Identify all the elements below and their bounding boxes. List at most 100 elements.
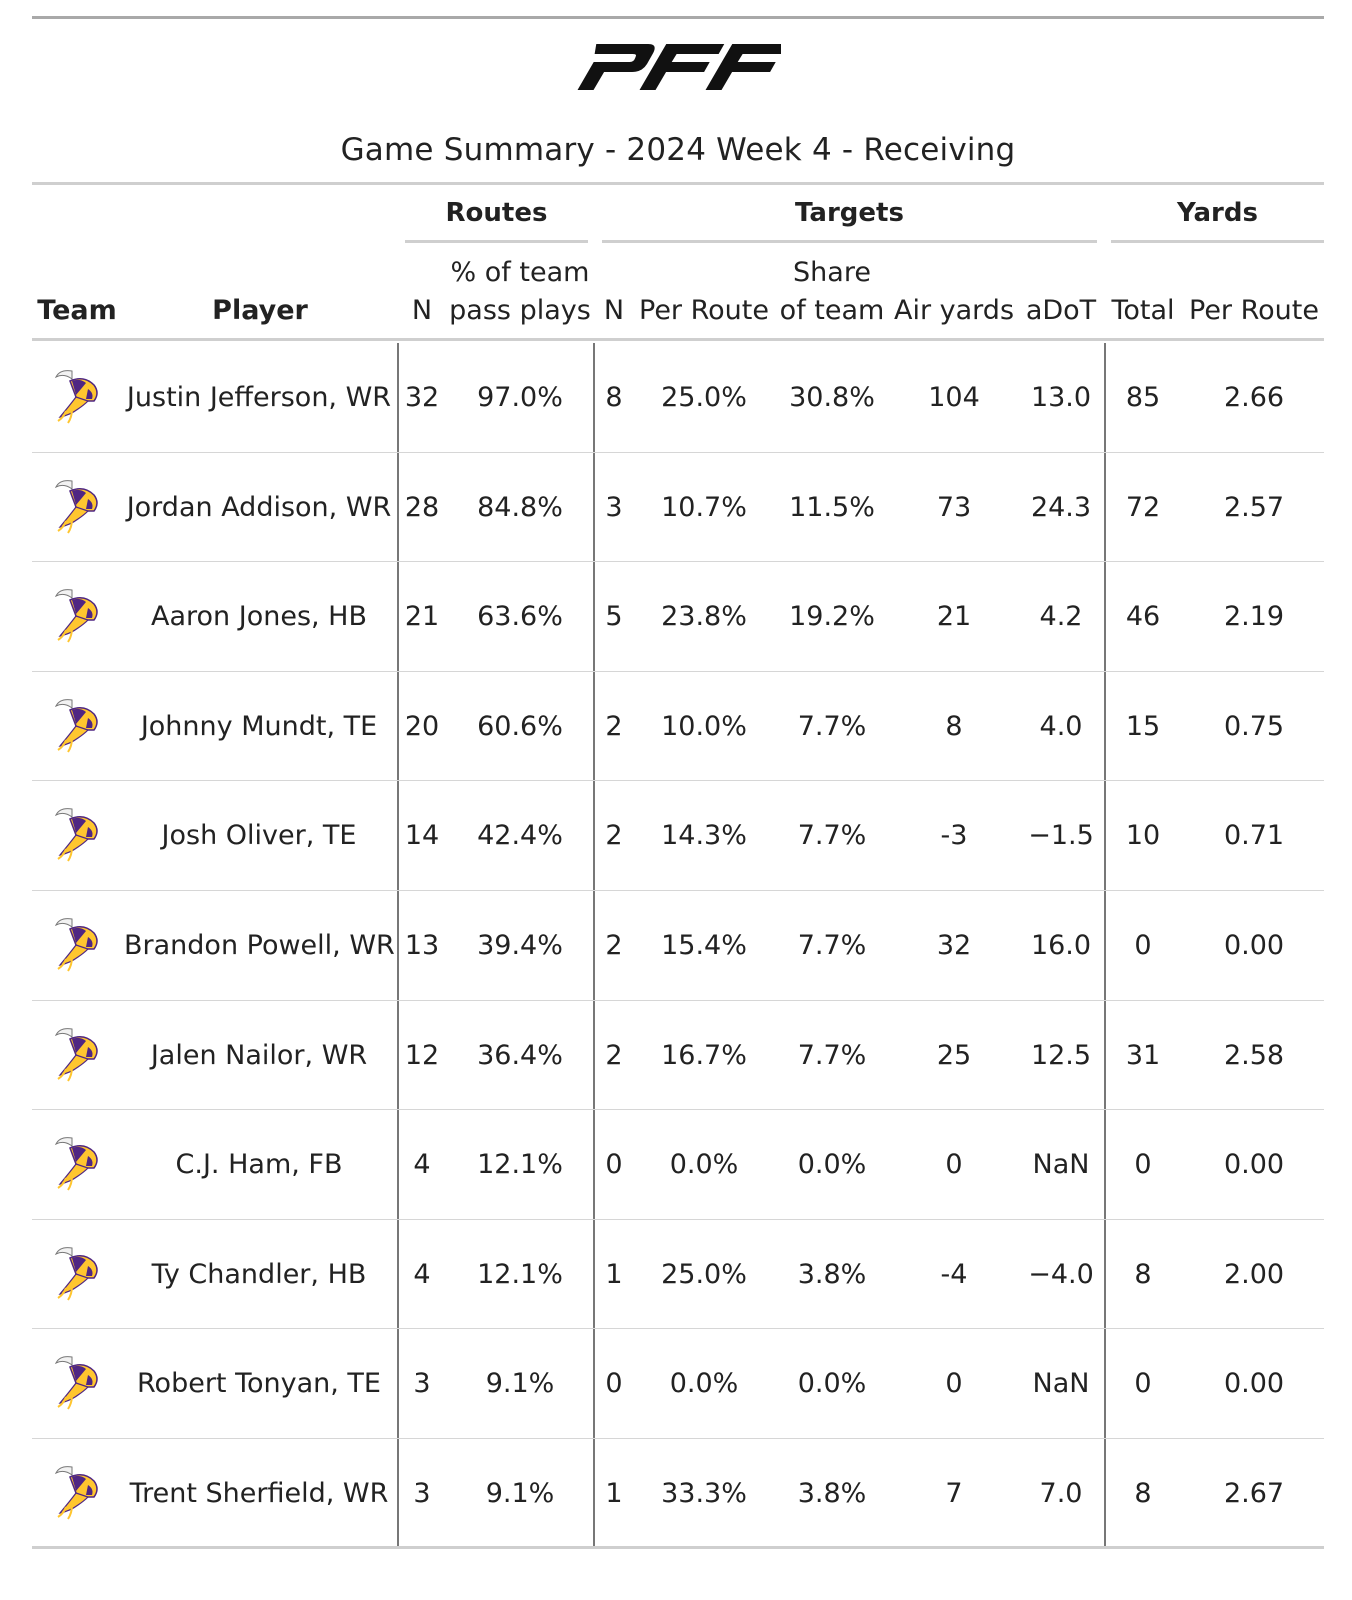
targets-share: 3.8%: [797, 1478, 867, 1509]
routes-n: 12: [404, 1039, 440, 1071]
spanner-targets: Targets: [795, 198, 904, 228]
table-row: Brandon Powell, WR 13 39.4% 2 15.4% 7.7%…: [32, 891, 1324, 1001]
col-header-routes-n: N: [411, 295, 433, 326]
targets-n: 3: [605, 491, 623, 523]
yards-per-route: 0.00: [1223, 1149, 1285, 1181]
air-yards: 7: [945, 1478, 963, 1509]
targets-share: 30.8%: [789, 382, 875, 413]
targets-share: 19.2%: [789, 601, 875, 633]
table-row: Jalen Nailor, WR 12 36.4% 2 16.7% 7.7% 2…: [32, 1001, 1324, 1111]
routes-n: 3: [413, 1368, 431, 1400]
col-header-player: Player: [212, 295, 308, 326]
yards-total: 8: [1134, 1478, 1152, 1509]
yards-total: 85: [1125, 382, 1161, 413]
vikings-helmet-icon: [54, 698, 98, 753]
player-name: Jalen Nailor, WR: [150, 1039, 368, 1071]
routes-n: 21: [404, 601, 440, 633]
targets-share: 0.0%: [797, 1368, 867, 1400]
targets-per-route: 16.7%: [661, 1039, 747, 1071]
yards-per-route: 2.19: [1223, 601, 1285, 633]
team-cell: [32, 781, 122, 889]
col-header-targets-n: N: [603, 295, 625, 326]
column-divider-routes: [397, 343, 399, 1549]
yards-per-route: 2.58: [1223, 1039, 1285, 1071]
vikings-helmet-icon: [54, 1466, 98, 1520]
player-name: Jordan Addison, WR: [126, 491, 392, 523]
targets-n: 2: [605, 710, 623, 742]
targets-share: 3.8%: [797, 1258, 867, 1290]
pff-logo: [32, 42, 1324, 94]
adot: 13.0: [1030, 382, 1092, 413]
team-cell: [32, 672, 122, 780]
spanner-yards: Yards: [1177, 198, 1258, 228]
targets-share: 7.7%: [797, 820, 867, 852]
table-row: Ty Chandler, HB 4 12.1% 1 25.0% 3.8% -4 …: [32, 1220, 1324, 1330]
targets-per-route: 0.0%: [669, 1368, 739, 1400]
targets-share: 7.7%: [797, 930, 867, 961]
air-yards: 73: [936, 491, 972, 523]
spanner-routes: Routes: [445, 198, 548, 228]
table-row: C.J. Ham, FB 4 12.1% 0 0.0% 0.0% 0 NaN 0…: [32, 1110, 1324, 1220]
yards-total: 72: [1125, 491, 1161, 523]
team-cell: [32, 453, 122, 561]
col-header-share-line1: Share: [793, 257, 871, 288]
adot: 24.3: [1030, 491, 1092, 523]
routes-n: 28: [404, 491, 440, 523]
routes-n: 14: [404, 820, 440, 852]
routes-pct: 42.4%: [477, 820, 563, 852]
team-cell: [32, 1001, 122, 1109]
table-row: Robert Tonyan, TE 3 9.1% 0 0.0% 0.0% 0 N…: [32, 1329, 1324, 1439]
routes-n: 32: [404, 382, 440, 413]
title-divider: [32, 182, 1324, 185]
team-cell: [32, 1220, 122, 1328]
routes-pct: 60.6%: [477, 710, 563, 742]
routes-pct: 9.1%: [485, 1478, 555, 1509]
col-header-yards-per-route: Per Route: [1189, 295, 1319, 326]
targets-n: 1: [605, 1258, 623, 1290]
targets-n: 5: [605, 601, 623, 633]
team-cell: [32, 1110, 122, 1218]
routes-n: 4: [413, 1258, 431, 1290]
yards-per-route: 0.75: [1223, 710, 1285, 742]
top-divider: [32, 16, 1324, 19]
vikings-helmet-icon: [54, 918, 98, 972]
targets-per-route: 25.0%: [661, 1258, 747, 1290]
page-title: Game Summary - 2024 Week 4 - Receiving: [340, 132, 1016, 168]
routes-pct: 36.4%: [477, 1039, 563, 1071]
player-name: Trent Sherfield, WR: [129, 1478, 389, 1509]
yards-per-route: 2.00: [1223, 1258, 1285, 1290]
adot: 4.0: [1039, 710, 1083, 742]
targets-n: 2: [605, 930, 623, 961]
player-name: Brandon Powell, WR: [124, 930, 395, 961]
spanner-routes-rule: [405, 240, 588, 243]
col-header-routes-pct-line2: pass plays: [449, 295, 591, 326]
routes-n: 13: [404, 930, 440, 961]
adot: 16.0: [1030, 930, 1092, 961]
vikings-helmet-icon: [54, 1356, 98, 1410]
table-row: Justin Jefferson, WR 32 97.0% 8 25.0% 30…: [32, 343, 1324, 453]
yards-total: 15: [1125, 710, 1161, 742]
yards-per-route: 0.71: [1223, 820, 1285, 852]
targets-share: 0.0%: [797, 1149, 867, 1181]
col-header-targets-per-route: Per Route: [639, 295, 769, 326]
routes-pct: 12.1%: [477, 1258, 563, 1290]
col-header-routes-pct-line1: % of team: [450, 257, 590, 288]
targets-n: 0: [605, 1149, 623, 1181]
targets-n: 0: [605, 1368, 623, 1400]
column-divider-targets: [593, 343, 595, 1549]
routes-pct: 9.1%: [485, 1368, 555, 1400]
col-header-yards-total: Total: [1111, 295, 1175, 326]
team-cell: [32, 891, 122, 999]
adot: NaN: [1032, 1368, 1090, 1400]
yards-total: 31: [1125, 1039, 1161, 1071]
yards-per-route: 0.00: [1223, 930, 1285, 961]
column-divider-yards: [1104, 343, 1106, 1549]
targets-per-route: 0.0%: [669, 1149, 739, 1181]
targets-share: 11.5%: [789, 491, 875, 523]
table-row: Johnny Mundt, TE 20 60.6% 2 10.0% 7.7% 8…: [32, 672, 1324, 782]
vikings-helmet-icon: [54, 479, 98, 534]
yards-total: 10: [1125, 820, 1161, 852]
routes-pct: 97.0%: [477, 382, 563, 413]
team-cell: [32, 343, 122, 451]
adot: −4.0: [1028, 1258, 1094, 1290]
